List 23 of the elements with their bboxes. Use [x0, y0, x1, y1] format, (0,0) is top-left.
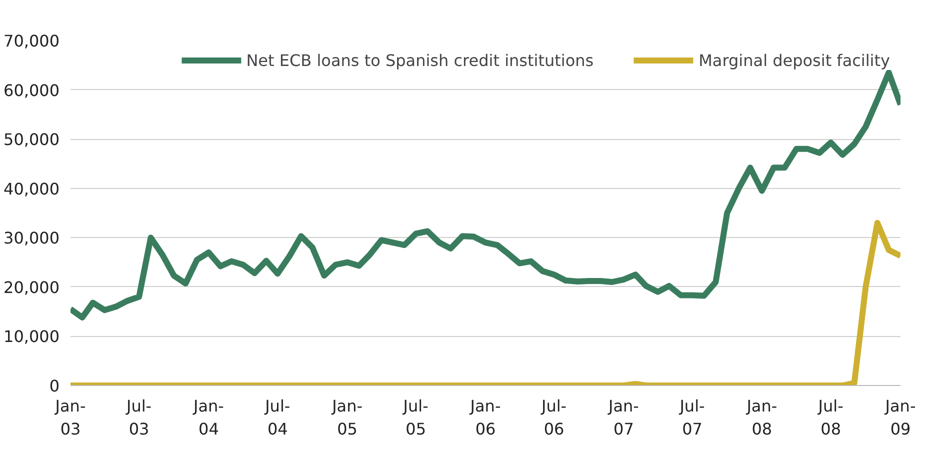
x-tick-label: Jul-03 — [125, 396, 152, 438]
y-tick-label: 10,000 — [4, 327, 60, 346]
y-tick-label: 0 — [49, 376, 60, 396]
x-tick-label: Jul-08 — [817, 396, 844, 438]
y-tick-label: 30,000 — [4, 228, 60, 248]
x-tick-label: Jan-06 — [469, 396, 501, 438]
x-tick-label: Jan-04 — [192, 396, 224, 438]
x-tick-label: Jul-07 — [678, 396, 705, 438]
y-tick-label: 70,000 — [4, 32, 60, 50]
legend-label: Net ECB loans to Spanish credit institutions — [246, 50, 594, 70]
y-tick-label: 40,000 — [4, 179, 60, 198]
x-tick-label: Jan-08 — [746, 396, 778, 438]
x-tick-label: Jan-07 — [607, 396, 639, 438]
x-tick-label: Jan-09 — [884, 396, 916, 438]
x-tick-label: Jul-05 — [402, 396, 428, 438]
y-tick-label: 20,000 — [4, 278, 60, 297]
y-tick-label: 50,000 — [4, 130, 60, 150]
x-tick-label: Jul-04 — [264, 396, 290, 438]
x-tick-label: Jul-06 — [540, 396, 567, 438]
x-tick-label: Jan-03 — [54, 396, 86, 438]
legend-label: Marginal deposit facility — [698, 50, 890, 70]
y-tick-label: 60,000 — [4, 80, 60, 100]
x-tick-label: Jan-05 — [331, 396, 363, 438]
